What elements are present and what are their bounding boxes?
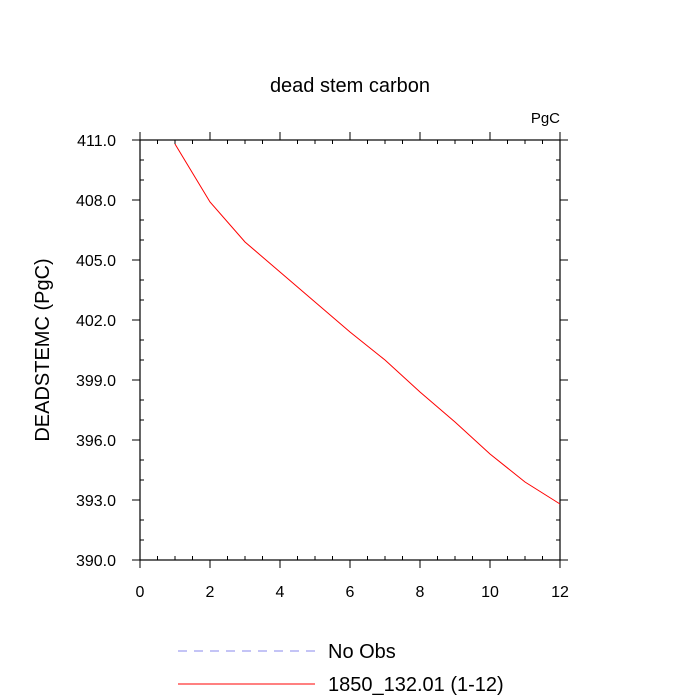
y-axis-label: DEADSTEMC (PgC) (32, 258, 54, 441)
legend: No Obs 1850_132.01 (1-12) (178, 641, 504, 696)
y-tick-label: 405.0 (76, 253, 116, 270)
chart-title: dead stem carbon (270, 75, 430, 97)
y-tick-label: 396.0 (76, 433, 116, 450)
x-tick-label: 2 (206, 584, 215, 601)
y-tick-label: 402.0 (76, 313, 116, 330)
y-tick-label: 411.0 (77, 133, 116, 150)
x-tick-label: 8 (416, 584, 425, 601)
y-tick-label: 393.0 (76, 493, 116, 510)
y-tick-label: 390.0 (76, 553, 116, 570)
series-line-1 (174, 143, 561, 505)
x-tick-label: 6 (346, 584, 355, 601)
axis-ticks (132, 132, 568, 568)
units-label: PgC (531, 110, 560, 127)
y-tick-label: 408.0 (76, 193, 116, 210)
y-tick-label: 399.0 (76, 373, 116, 390)
legend-label: No Obs (328, 641, 396, 663)
plot-frame (139, 139, 561, 561)
legend-label: 1850_132.01 (1-12) (328, 674, 504, 696)
x-tick-label: 12 (551, 584, 569, 601)
axis-tick-labels: 0 2 4 6 8 10 12 390.0 393.0 396.0 399.0 402.0 405.0 4… (76, 133, 569, 601)
series-layer (174, 143, 561, 505)
x-tick-label: 4 (276, 584, 285, 601)
x-tick-label: 0 (136, 584, 145, 601)
x-tick-label: 10 (481, 584, 499, 601)
